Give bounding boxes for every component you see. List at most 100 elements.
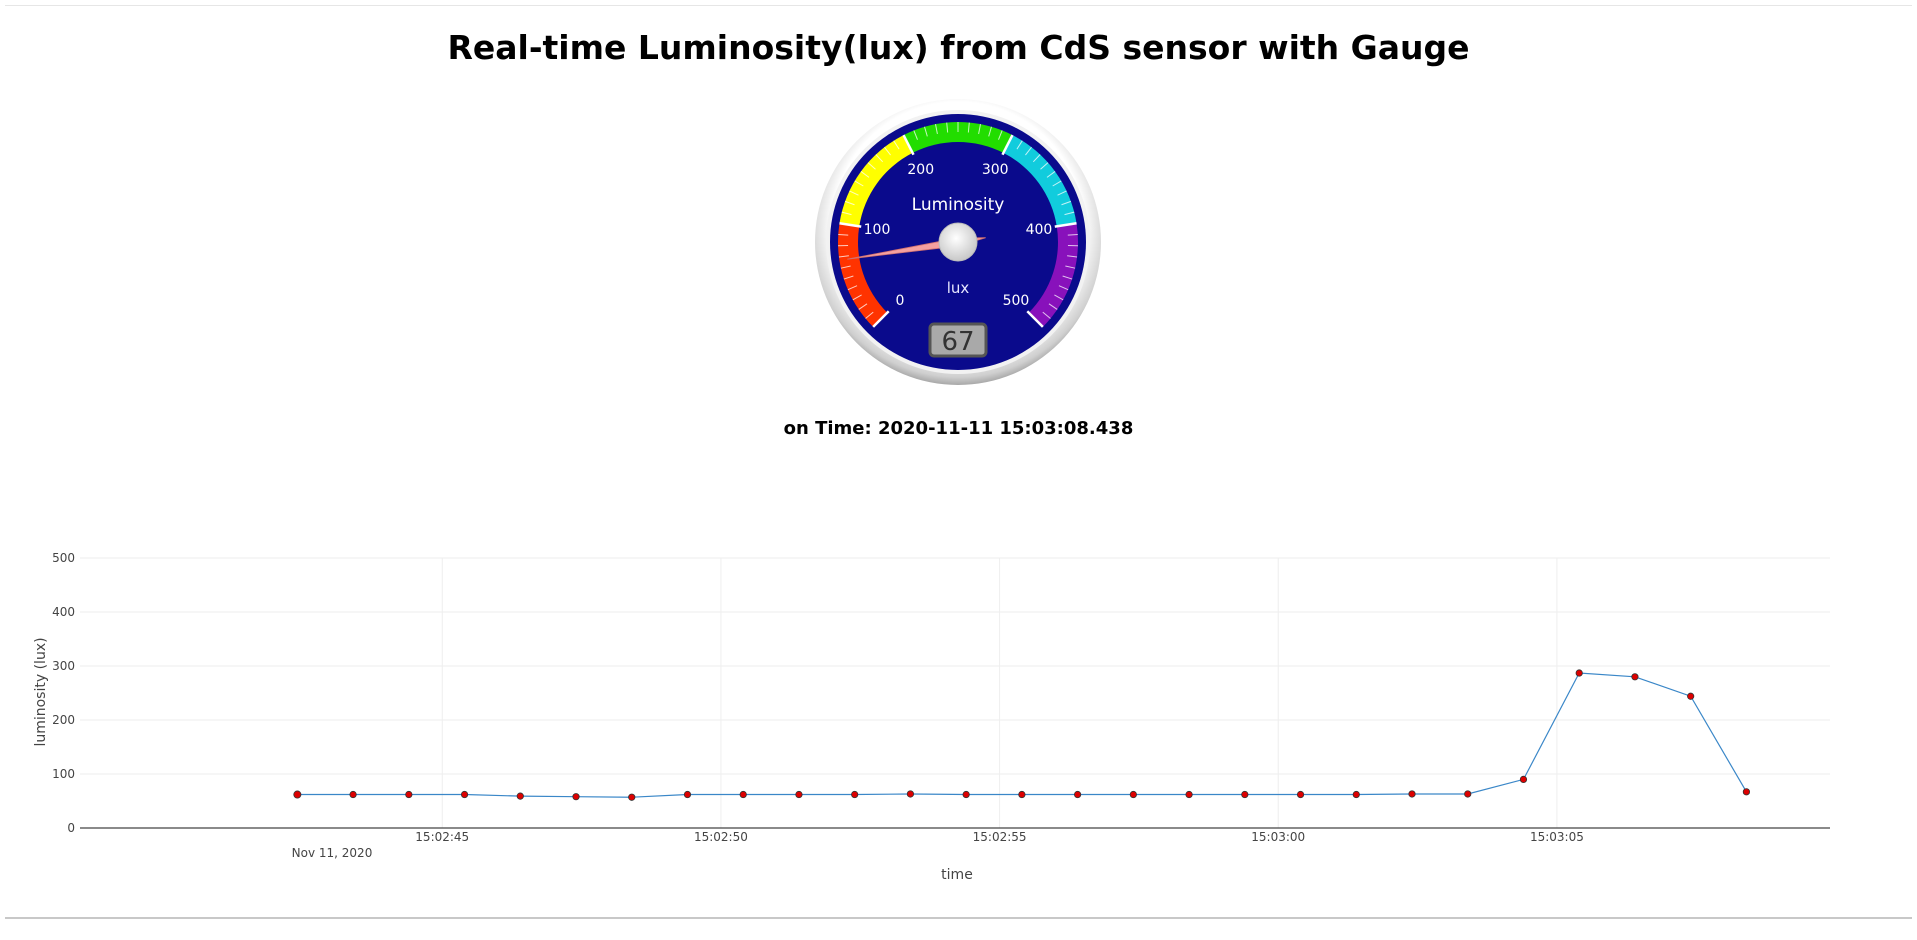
gauge-tick-label: 500 — [1003, 293, 1030, 309]
gauge-minor-tick — [946, 122, 949, 133]
data-point — [683, 790, 692, 799]
x-tick-label: 15:03:05 — [1530, 830, 1584, 844]
data-point — [1575, 669, 1583, 677]
data-point — [1464, 790, 1472, 798]
gauge-minor-tick — [1052, 180, 1062, 187]
luminosity-gauge: 0 100 200 300 400 500 Luminosity lux 67 — [813, 97, 1103, 387]
gauge-minor-tick — [1067, 233, 1078, 236]
gauge-major-tick — [839, 221, 862, 228]
gauge-minor-tick — [838, 255, 849, 258]
gauge-minor-tick — [1025, 146, 1032, 156]
page-title: Real-time Luminosity(lux) from CdS senso… — [447, 28, 1470, 67]
gauge-band-2 — [903, 122, 1013, 153]
luminosity-chart: 0 100 200 300 400 500 15:02:45 15:02:50 15:02:5… — [0, 540, 1917, 900]
x-tick-label: 15:02:55 — [973, 830, 1027, 844]
gauge-minor-tick — [935, 124, 938, 135]
y-tick-label: 100 — [52, 767, 75, 781]
gauge-minor-tick — [1048, 303, 1058, 310]
data-point — [1742, 788, 1751, 796]
data-point — [1129, 790, 1137, 799]
data-point — [572, 793, 580, 801]
y-tick-label: 500 — [52, 551, 75, 565]
y-tick-label: 300 — [52, 659, 75, 673]
gauge-major-tick — [1001, 134, 1014, 156]
data-point — [739, 790, 747, 799]
gauge-bands — [838, 122, 1078, 327]
gauge-minor-tick — [854, 180, 864, 187]
line-chart-svg: 0 100 200 300 400 500 15:02:45 15:02:50 15:02:5… — [33, 551, 1830, 883]
gauge-minor-tick — [1042, 311, 1051, 319]
data-point — [1631, 673, 1639, 681]
gauge-minor-tick — [847, 285, 858, 291]
gauge-minor-tick — [1058, 285, 1069, 291]
gauge-minor-tick — [998, 130, 1003, 140]
gauge-band-1 — [839, 135, 913, 227]
gauge-tick-label: 200 — [907, 162, 934, 178]
gauge-minor-tick — [849, 190, 859, 196]
gauge-minor-tick — [860, 171, 870, 178]
gauge-minor-tick — [1057, 190, 1067, 196]
gauge-band-4 — [1028, 223, 1078, 327]
y-axis-title: luminosity (lux) — [33, 637, 49, 746]
top-divider — [5, 5, 1912, 6]
data-point — [851, 790, 859, 799]
data-point — [293, 790, 302, 799]
data-point — [795, 790, 803, 799]
gauge-units: lux — [947, 279, 970, 297]
gauge-minor-tick — [840, 265, 851, 269]
y-tick-labels: 0 100 200 300 400 500 — [52, 551, 75, 835]
x-tick-label: 15:02:45 — [415, 830, 469, 844]
bottom-divider — [5, 917, 1912, 919]
gauge-title: Luminosity — [912, 195, 1005, 215]
gauge-minor-tick — [1054, 294, 1064, 301]
data-point — [1296, 790, 1305, 799]
gauge-minor-tick — [858, 303, 868, 310]
gauge-minor-tick — [913, 130, 918, 140]
data-point — [1408, 790, 1416, 798]
gauge-minor-tick — [1062, 275, 1073, 280]
data-point — [962, 790, 970, 799]
gauge-minor-tick — [978, 124, 981, 135]
gauge-minor-tick — [843, 275, 854, 280]
gauge-minor-tick — [867, 162, 876, 170]
y-tick-label: 0 — [67, 821, 75, 835]
gauge-minor-tick — [1016, 140, 1023, 150]
data-point — [1074, 790, 1082, 799]
y-tick-label: 200 — [52, 713, 75, 727]
data-point — [1352, 790, 1360, 799]
data-point — [349, 790, 357, 799]
gauge-svg: 0 100 200 300 400 500 Luminosity lux 67 — [815, 99, 1101, 385]
gauge-needle-cap — [938, 222, 978, 262]
gauge-major-tick — [872, 310, 890, 328]
gauge-minor-tick — [988, 126, 992, 137]
gauge-minor-tick — [841, 211, 852, 216]
data-point — [628, 793, 636, 801]
data-point — [516, 792, 524, 800]
gauge-minor-tick — [1067, 255, 1078, 258]
x-tick-label: 15:02:50 — [694, 830, 748, 844]
gauge-minor-tick — [865, 311, 874, 319]
gauge-minor-tick — [838, 233, 849, 236]
data-point — [1241, 790, 1249, 799]
gauge-minor-tick — [844, 200, 855, 206]
x-axis-title: time — [941, 867, 973, 883]
series-markers — [293, 669, 1751, 801]
data-point — [1018, 790, 1026, 799]
gauge-major-tick — [902, 134, 915, 156]
x-tick-labels: 15:02:45 15:02:50 15:02:55 15:03:00 15:03:05 — [415, 830, 1584, 844]
gauge-minor-tick — [852, 294, 862, 301]
y-tick-label: 400 — [52, 605, 75, 619]
gauge-minor-tick — [884, 146, 891, 156]
gauge-major-tick — [1026, 310, 1044, 328]
gauge-tick-label: 0 — [896, 293, 905, 309]
gauge-major-tick — [1054, 221, 1077, 228]
gauge-tick-label: 100 — [864, 222, 891, 238]
gauge-minor-tick — [875, 154, 884, 163]
gauge-minor-tick — [1065, 265, 1076, 269]
data-point — [405, 790, 413, 799]
gauge-band-0 — [838, 223, 888, 327]
x-date-label: Nov 11, 2020 — [292, 846, 373, 860]
series-line — [297, 672, 1747, 798]
gauge-minor-tick — [924, 126, 928, 137]
gauge-tick-label: 400 — [1026, 222, 1053, 238]
